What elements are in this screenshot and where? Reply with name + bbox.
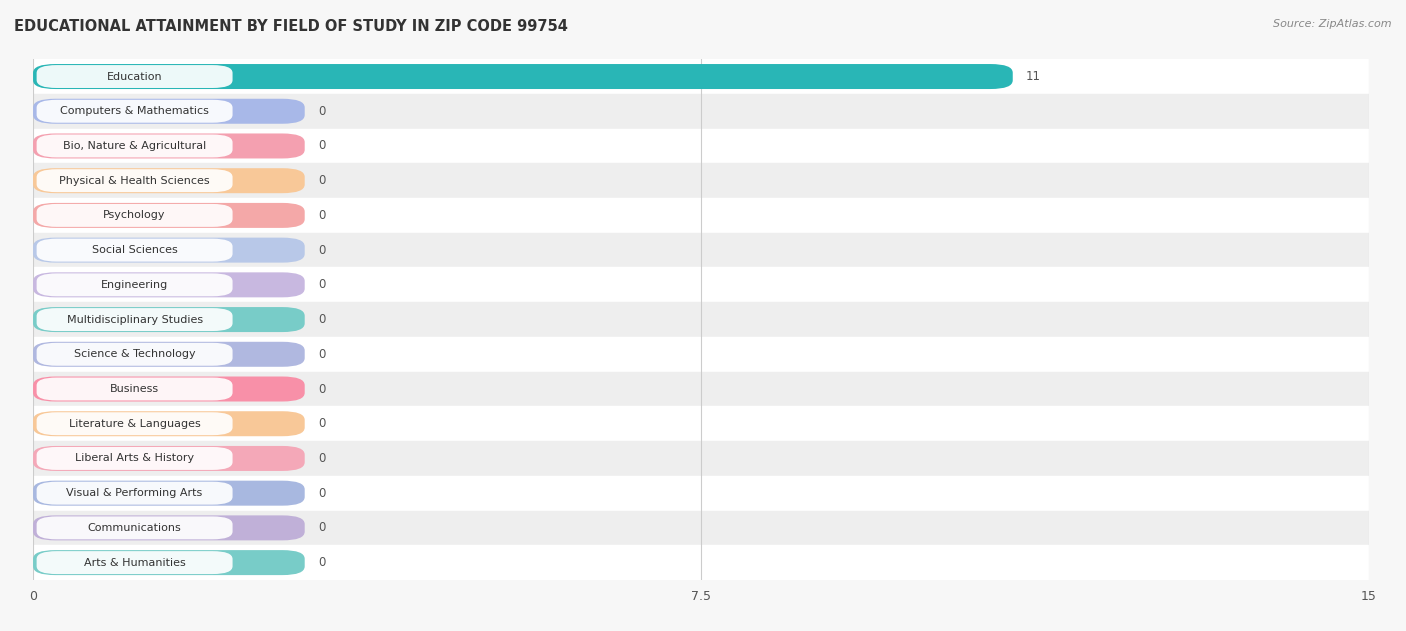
FancyBboxPatch shape (34, 481, 305, 505)
Text: 0: 0 (318, 348, 325, 361)
Text: Communications: Communications (87, 523, 181, 533)
FancyBboxPatch shape (34, 64, 1012, 89)
Text: 0: 0 (318, 556, 325, 569)
Text: Computers & Mathematics: Computers & Mathematics (60, 106, 209, 116)
Bar (34, 510, 1369, 545)
Text: 0: 0 (318, 209, 325, 222)
Text: Multidisciplinary Studies: Multidisciplinary Studies (66, 315, 202, 324)
FancyBboxPatch shape (34, 238, 305, 262)
Text: 0: 0 (318, 487, 325, 500)
FancyBboxPatch shape (34, 446, 305, 471)
FancyBboxPatch shape (34, 516, 305, 540)
FancyBboxPatch shape (37, 308, 232, 331)
Text: Source: ZipAtlas.com: Source: ZipAtlas.com (1274, 19, 1392, 29)
Text: 0: 0 (318, 313, 325, 326)
Text: 0: 0 (318, 382, 325, 396)
Bar (34, 129, 1369, 163)
FancyBboxPatch shape (34, 342, 305, 367)
Bar (34, 302, 1369, 337)
Text: 0: 0 (318, 452, 325, 465)
Text: Science & Technology: Science & Technology (73, 350, 195, 359)
FancyBboxPatch shape (34, 550, 305, 575)
FancyBboxPatch shape (37, 100, 232, 122)
FancyBboxPatch shape (34, 411, 305, 436)
FancyBboxPatch shape (37, 204, 232, 227)
FancyBboxPatch shape (34, 98, 305, 124)
Text: 0: 0 (318, 244, 325, 257)
Text: 0: 0 (318, 105, 325, 118)
FancyBboxPatch shape (34, 307, 305, 332)
Text: Visual & Performing Arts: Visual & Performing Arts (66, 488, 202, 498)
Text: 0: 0 (318, 521, 325, 534)
Text: Bio, Nature & Agricultural: Bio, Nature & Agricultural (63, 141, 207, 151)
FancyBboxPatch shape (37, 134, 232, 157)
Bar (34, 268, 1369, 302)
Text: 0: 0 (318, 174, 325, 187)
FancyBboxPatch shape (37, 412, 232, 435)
Bar (34, 545, 1369, 580)
Bar (34, 94, 1369, 129)
Bar (34, 337, 1369, 372)
Text: Education: Education (107, 71, 163, 81)
FancyBboxPatch shape (37, 343, 232, 366)
FancyBboxPatch shape (34, 273, 305, 297)
Text: Liberal Arts & History: Liberal Arts & History (75, 454, 194, 463)
Text: 11: 11 (1026, 70, 1040, 83)
FancyBboxPatch shape (34, 377, 305, 401)
FancyBboxPatch shape (37, 516, 232, 540)
FancyBboxPatch shape (34, 168, 305, 193)
FancyBboxPatch shape (37, 239, 232, 262)
Bar (34, 198, 1369, 233)
FancyBboxPatch shape (37, 273, 232, 297)
FancyBboxPatch shape (37, 65, 232, 88)
Text: Literature & Languages: Literature & Languages (69, 419, 201, 428)
Text: Arts & Humanities: Arts & Humanities (84, 558, 186, 568)
Text: 0: 0 (318, 278, 325, 292)
Bar (34, 441, 1369, 476)
Text: Social Sciences: Social Sciences (91, 245, 177, 255)
Bar (34, 163, 1369, 198)
Text: Engineering: Engineering (101, 280, 169, 290)
FancyBboxPatch shape (37, 551, 232, 574)
Bar (34, 372, 1369, 406)
Bar (34, 233, 1369, 268)
Text: EDUCATIONAL ATTAINMENT BY FIELD OF STUDY IN ZIP CODE 99754: EDUCATIONAL ATTAINMENT BY FIELD OF STUDY… (14, 19, 568, 34)
FancyBboxPatch shape (37, 169, 232, 192)
FancyBboxPatch shape (37, 447, 232, 470)
FancyBboxPatch shape (37, 481, 232, 505)
Bar (34, 476, 1369, 510)
FancyBboxPatch shape (34, 134, 305, 158)
Bar (34, 59, 1369, 94)
FancyBboxPatch shape (37, 377, 232, 401)
Text: 0: 0 (318, 417, 325, 430)
Text: Physical & Health Sciences: Physical & Health Sciences (59, 175, 209, 186)
Text: Psychology: Psychology (104, 210, 166, 220)
Bar (34, 406, 1369, 441)
FancyBboxPatch shape (34, 203, 305, 228)
Text: Business: Business (110, 384, 159, 394)
Text: 0: 0 (318, 139, 325, 153)
